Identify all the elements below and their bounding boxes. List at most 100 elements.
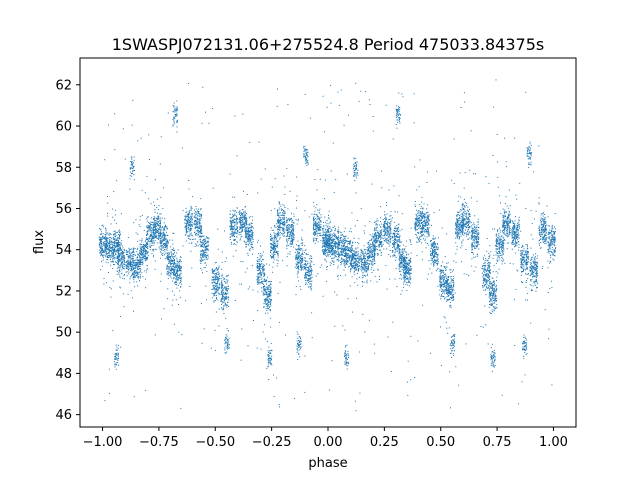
data-point [105, 231, 107, 233]
data-point [297, 245, 299, 247]
data-point [196, 229, 198, 231]
data-point [278, 225, 280, 227]
data-point [314, 219, 315, 220]
data-point [290, 234, 292, 236]
data-point [123, 248, 125, 250]
data-point [229, 225, 231, 227]
data-point [244, 231, 246, 232]
data-point [176, 278, 178, 280]
data-point [156, 207, 158, 208]
data-point [297, 255, 299, 256]
data-point [344, 243, 346, 245]
data-point [291, 236, 293, 238]
data-point [338, 240, 339, 242]
data-point [217, 279, 219, 281]
data-point [143, 244, 145, 246]
data-point [212, 276, 214, 278]
data-point [216, 291, 218, 293]
data-point [110, 288, 112, 290]
data-point [203, 239, 205, 241]
data-point [275, 248, 277, 249]
data-point [225, 288, 227, 290]
data-point [140, 270, 141, 272]
data-point [112, 246, 114, 248]
data-point [302, 254, 304, 256]
data-point [327, 239, 329, 241]
data-point [159, 240, 161, 242]
data-point [221, 300, 223, 302]
data-point [151, 241, 152, 243]
data-point [275, 246, 277, 247]
data-point [295, 294, 297, 296]
data-point [307, 263, 309, 264]
data-point [271, 246, 272, 248]
data-point [299, 262, 301, 264]
data-point [328, 250, 330, 252]
data-point [119, 234, 120, 236]
data-point [267, 305, 269, 307]
data-point [199, 227, 201, 229]
data-point [281, 227, 283, 229]
data-point [282, 229, 284, 231]
data-point [165, 244, 167, 246]
data-point [298, 261, 300, 263]
data-point [246, 226, 248, 228]
data-point [296, 264, 298, 266]
data-point [310, 274, 312, 276]
data-point [300, 263, 302, 265]
data-point [236, 231, 238, 232]
data-point [178, 277, 180, 279]
data-point [117, 260, 119, 262]
data-point [301, 267, 302, 269]
data-point [189, 222, 191, 224]
data-point [245, 229, 247, 231]
data-point [233, 232, 235, 233]
data-point [273, 256, 275, 258]
data-point [166, 240, 168, 242]
data-point [249, 239, 251, 241]
data-point [257, 282, 259, 284]
data-point [263, 285, 265, 287]
data-point [160, 232, 162, 234]
data-point [166, 245, 168, 247]
data-point [200, 261, 202, 263]
data-point [260, 274, 262, 276]
data-point [153, 216, 155, 218]
data-point [317, 223, 318, 225]
data-point [185, 217, 186, 219]
data-point [308, 268, 310, 270]
data-point [241, 209, 243, 211]
data-point [155, 226, 156, 228]
data-point [148, 236, 150, 238]
data-point [111, 237, 113, 239]
data-point [153, 229, 155, 231]
data-point [139, 243, 141, 245]
data-point [139, 280, 141, 282]
data-point [157, 221, 159, 223]
data-point [159, 251, 161, 253]
data-point [186, 230, 188, 232]
data-point [234, 210, 236, 212]
data-point [298, 258, 300, 260]
data-point [146, 246, 148, 247]
data-point [164, 254, 166, 256]
data-point [325, 228, 327, 230]
data-point [194, 228, 196, 230]
data-point [217, 280, 219, 282]
data-point [119, 231, 121, 233]
data-point [129, 188, 131, 190]
data-point [162, 243, 164, 245]
data-point [245, 213, 247, 214]
data-point [333, 244, 335, 246]
data-point [282, 213, 284, 215]
data-point [276, 246, 278, 248]
data-point [174, 282, 176, 284]
data-point [315, 225, 317, 227]
data-point [216, 278, 218, 280]
data-point [158, 225, 160, 227]
data-point [176, 275, 178, 277]
data-point [155, 227, 156, 229]
data-point [187, 235, 189, 237]
data-point [117, 266, 119, 268]
data-point [325, 179, 326, 181]
